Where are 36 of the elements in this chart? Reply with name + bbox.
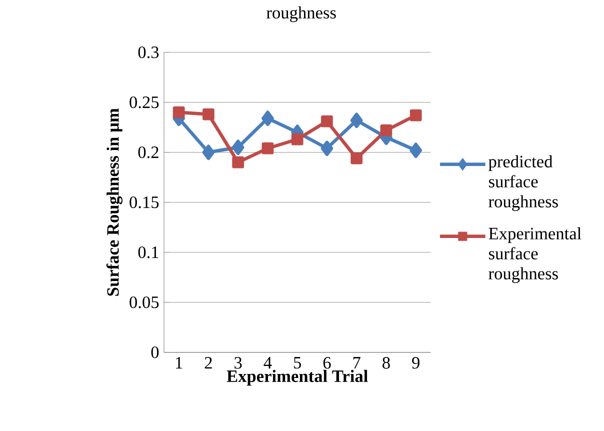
legend-label: Experimental surface roughness (488, 227, 582, 284)
point (410, 109, 422, 122)
x-tick-label: 5 (294, 357, 301, 369)
x-tick-label: 8 (382, 357, 390, 369)
point (202, 144, 215, 160)
x-tick-label: 2 (204, 357, 212, 369)
x-tick-label: 6 (323, 357, 331, 369)
y-tick-label: 0.05 (130, 296, 159, 308)
chart-title: roughness (266, 6, 336, 22)
y-tick-label: 0.25 (130, 96, 159, 108)
y-tick-label: 0.1 (138, 246, 158, 258)
y-tick-label: 0.15 (130, 196, 159, 208)
point (202, 108, 214, 120)
x-tick-label: 4 (264, 357, 272, 368)
point (410, 142, 422, 158)
point (320, 140, 334, 156)
point (350, 152, 363, 164)
point (262, 142, 274, 154)
x-tick-label: 9 (412, 357, 420, 369)
x-tick-label: 7 (353, 357, 360, 368)
point (232, 140, 244, 155)
point (350, 112, 363, 128)
point (291, 133, 304, 146)
point (172, 106, 185, 118)
y-tick-label: 0 (151, 346, 159, 358)
x-tick-label: 3 (234, 357, 242, 369)
y-tick-label: 0.2 (138, 146, 158, 158)
point (380, 124, 392, 136)
y-axis-title: Surface Roughness in µm (106, 108, 122, 296)
point (321, 115, 333, 128)
legend-label: predicted surface roughness (488, 155, 558, 212)
point (232, 156, 244, 168)
x-tick-label: 1 (176, 357, 182, 368)
x-axis-title: Experimental Trial (226, 370, 368, 386)
y-tick-label: 0.3 (138, 46, 159, 58)
point (262, 110, 274, 126)
